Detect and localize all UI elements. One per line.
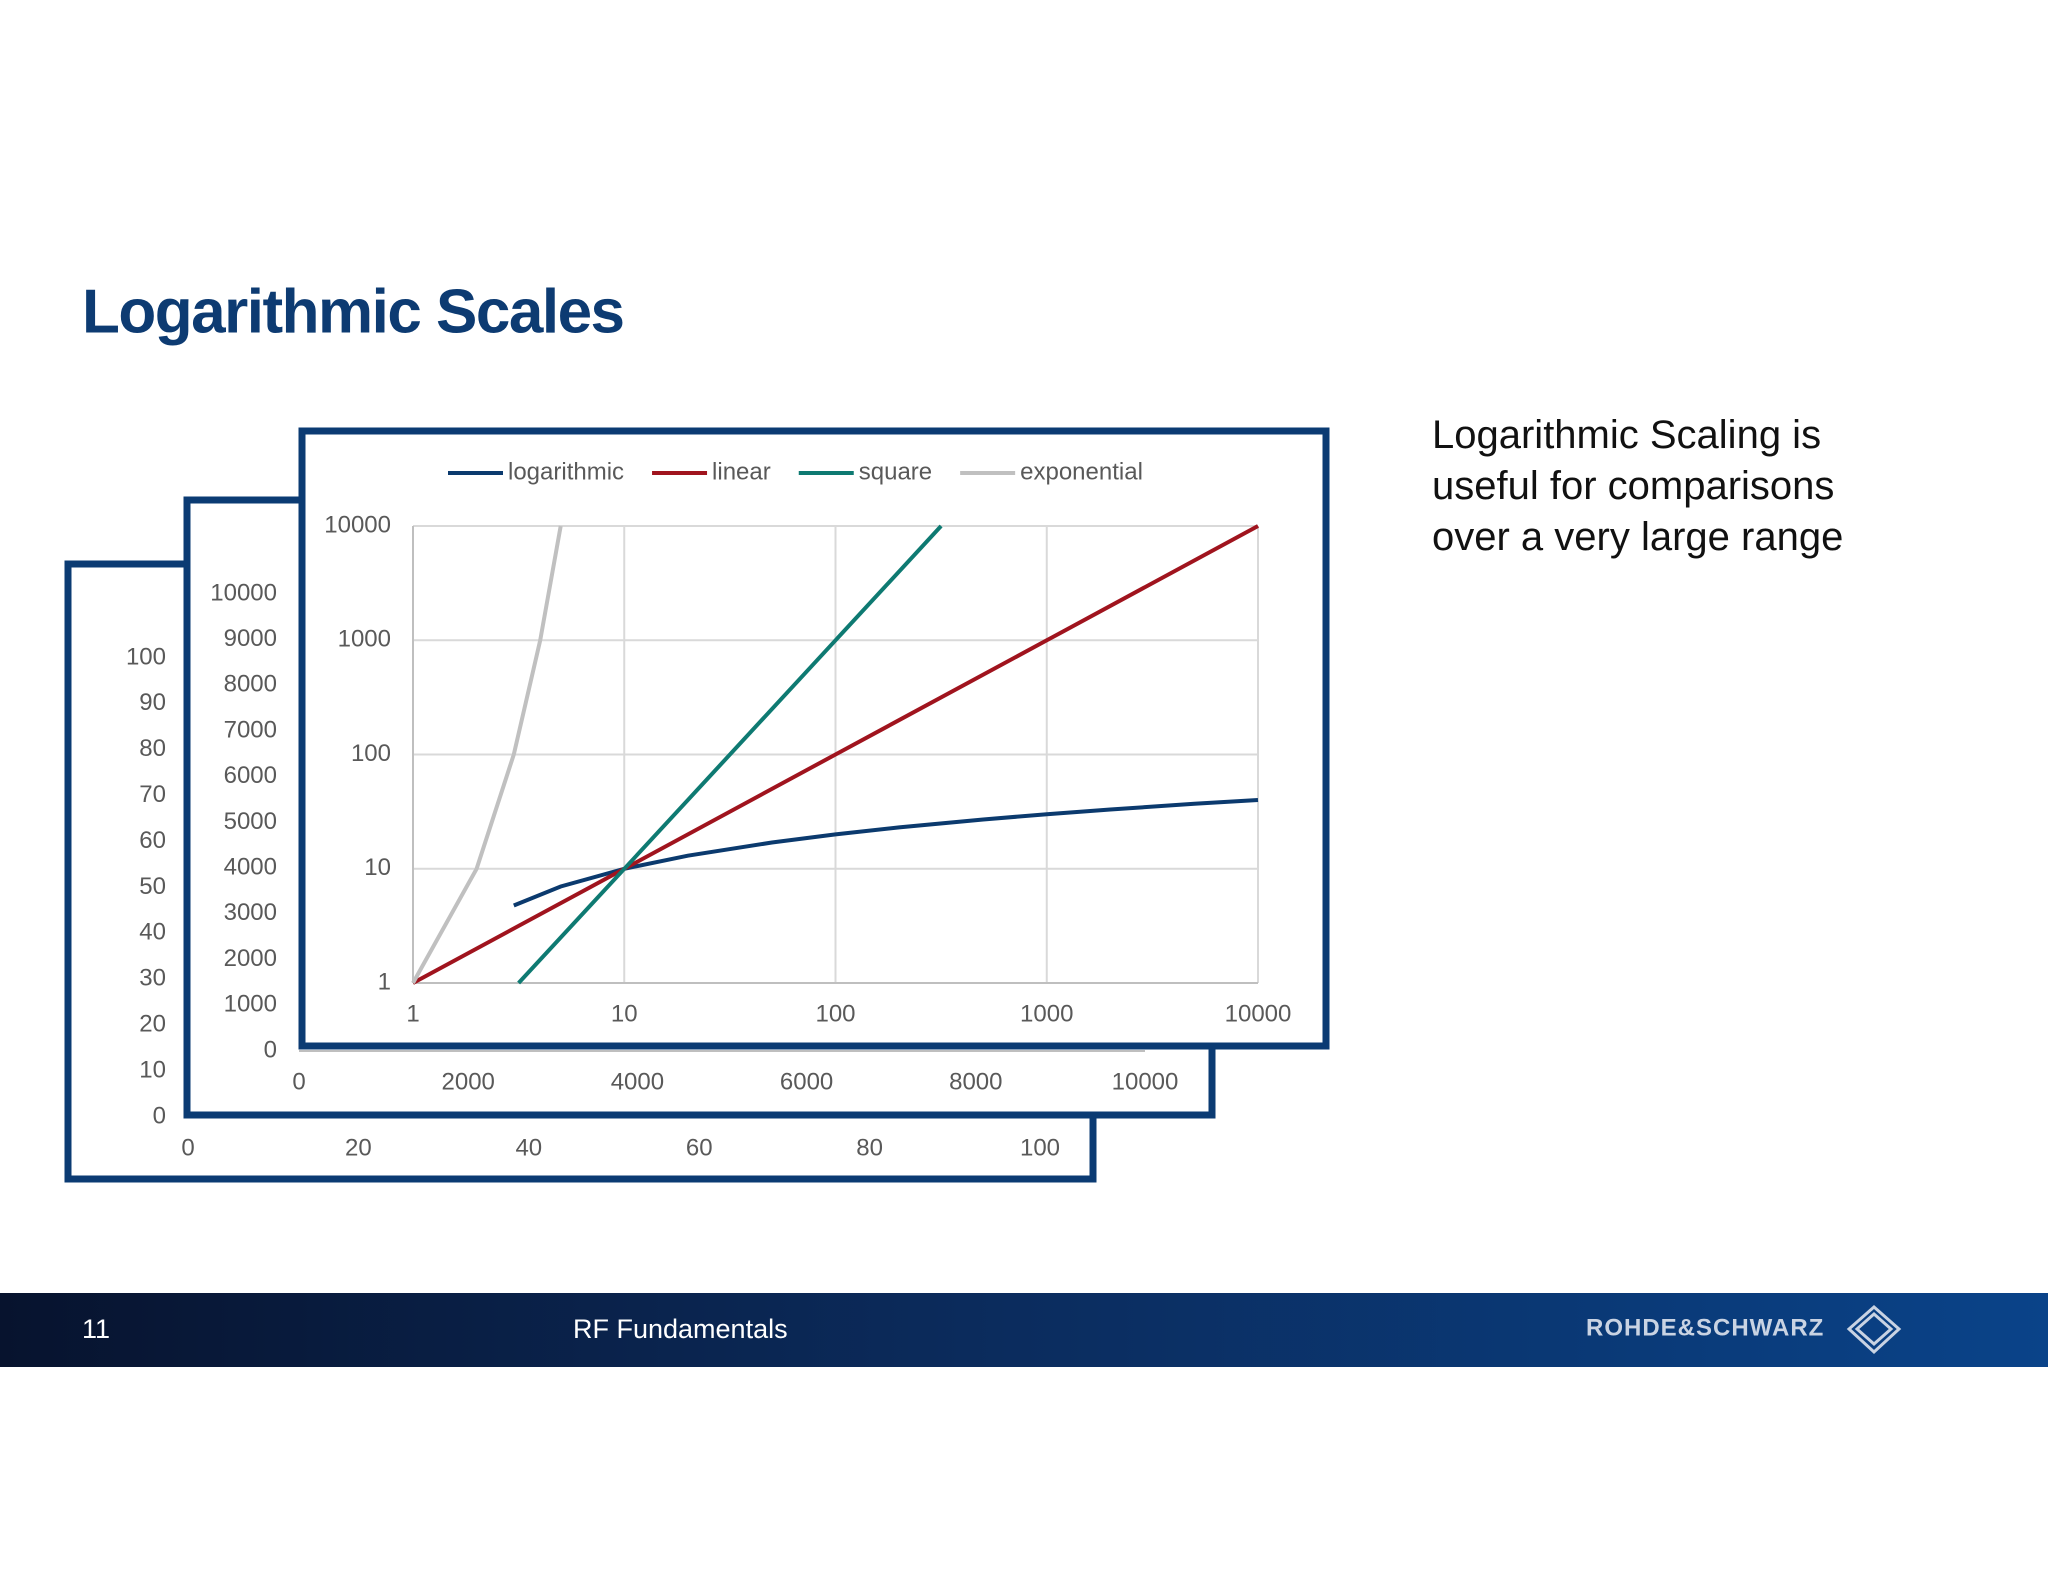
y-tick-label: 80	[139, 735, 166, 762]
y-tick-label: 10000	[210, 579, 277, 606]
x-tick-label: 60	[686, 1134, 713, 1161]
y-tick-label: 2000	[224, 945, 277, 972]
x-tick-label: 100	[1020, 1134, 1060, 1161]
footer-title: RF Fundamentals	[573, 1314, 788, 1344]
x-tick-label: 0	[292, 1068, 305, 1095]
x-tick-label: 1	[406, 1000, 419, 1027]
footer-band	[0, 1293, 2048, 1367]
x-tick-label: 0	[181, 1134, 194, 1161]
y-tick-label: 40	[139, 919, 166, 946]
x-tick-label: 20	[345, 1134, 372, 1161]
y-tick-label: 1	[378, 968, 391, 995]
x-tick-label: 40	[515, 1134, 542, 1161]
series-line	[411, 525, 563, 984]
y-tick-label: 7000	[224, 716, 277, 743]
y-tick-label: 3000	[224, 899, 277, 926]
x-tick-label: 4000	[611, 1068, 664, 1095]
legend-label: logarithmic	[508, 458, 624, 485]
logo-text: ROHDE&SCHWARZ	[1586, 1314, 1824, 1341]
y-tick-label: 0	[153, 1102, 166, 1129]
series-line	[517, 524, 943, 985]
y-tick-label: 90	[139, 689, 166, 716]
x-tick-label: 6000	[780, 1068, 833, 1095]
y-tick-label: 10	[139, 1056, 166, 1083]
page-number: 11	[82, 1314, 110, 1344]
y-tick-label: 9000	[224, 625, 277, 652]
y-tick-label: 20	[139, 1011, 166, 1038]
legend-label: linear	[712, 458, 771, 485]
x-tick-label: 10000	[1225, 1000, 1292, 1027]
series-line	[412, 524, 1259, 985]
y-tick-label: 1000	[224, 991, 277, 1018]
y-tick-label: 10	[364, 854, 391, 881]
x-tick-label: 1000	[1020, 1000, 1073, 1027]
y-tick-label: 6000	[224, 762, 277, 789]
y-tick-label: 4000	[224, 854, 277, 881]
y-tick-label: 70	[139, 781, 166, 808]
x-tick-label: 100	[815, 1000, 855, 1027]
series-line	[513, 798, 1259, 908]
chart-frame	[298, 427, 1330, 1050]
y-tick-label: 10000	[324, 511, 391, 538]
y-tick-label: 0	[264, 1036, 277, 1063]
legend-label: exponential	[1020, 458, 1143, 485]
slide-title: Logarithmic Scales	[82, 277, 624, 346]
logo-mark	[1846, 1305, 1902, 1355]
x-tick-label: 2000	[442, 1068, 495, 1095]
x-tick-label: 80	[856, 1134, 883, 1161]
y-tick-label: 100	[351, 740, 391, 767]
legend-label: square	[859, 458, 932, 485]
y-tick-label: 30	[139, 965, 166, 992]
y-tick-label: 5000	[224, 808, 277, 835]
body-text: Logarithmic Scaling is useful for compar…	[1432, 413, 1844, 559]
y-tick-label: 1000	[338, 626, 391, 653]
x-tick-label: 8000	[949, 1068, 1002, 1095]
x-tick-label: 10	[611, 1000, 638, 1027]
x-tick-label: 10000	[1112, 1068, 1179, 1095]
y-tick-label: 100	[126, 643, 166, 670]
y-tick-label: 50	[139, 873, 166, 900]
y-tick-label: 8000	[224, 671, 277, 698]
y-tick-label: 60	[139, 827, 166, 854]
